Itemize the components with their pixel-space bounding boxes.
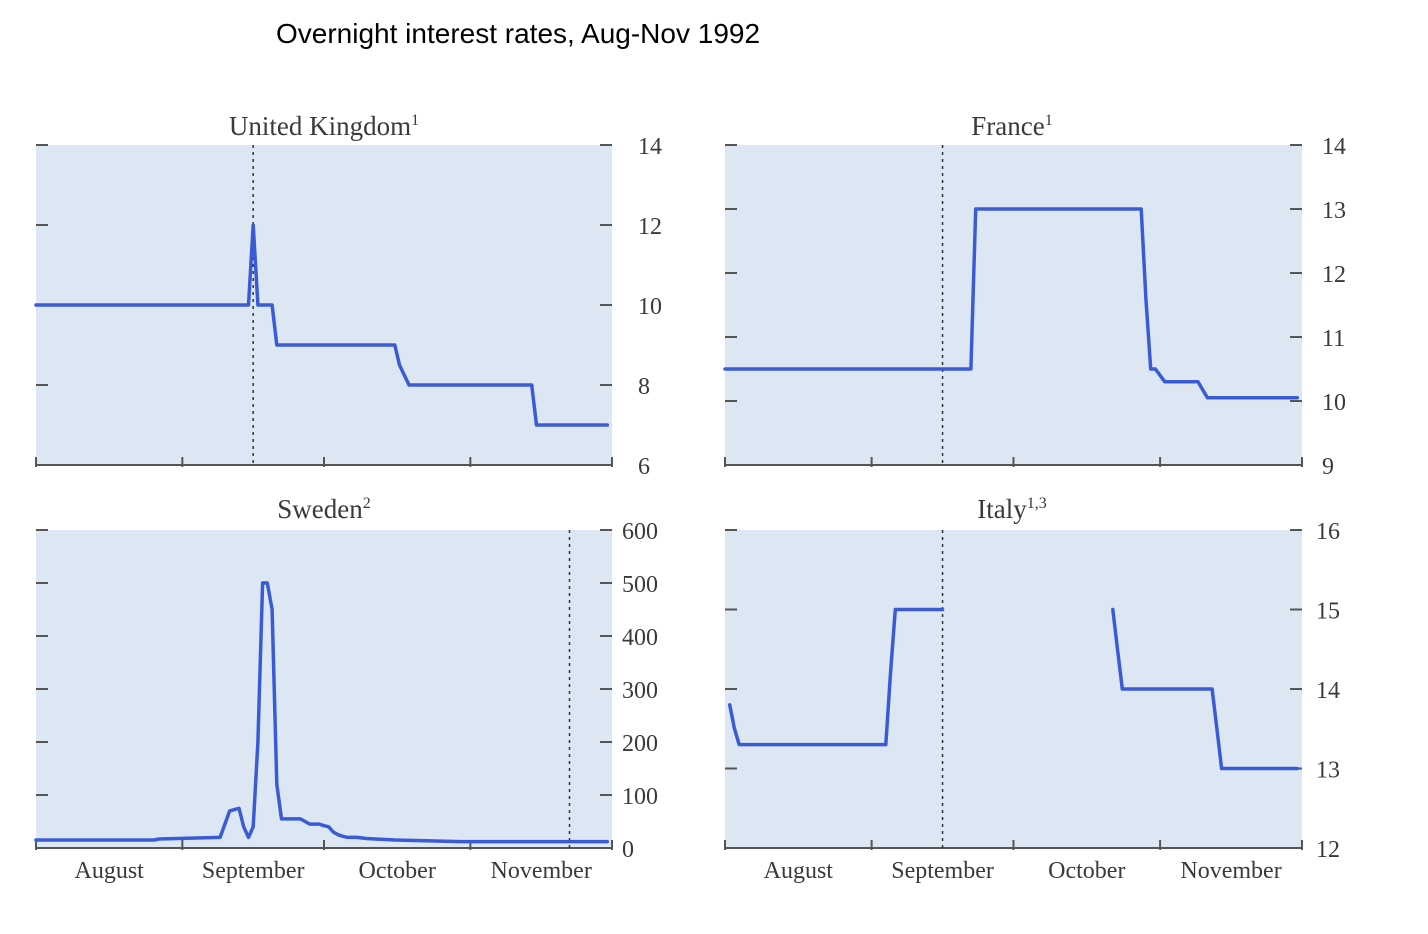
- france-title-text: France: [971, 111, 1044, 141]
- france-series-line: [723, 207, 1300, 400]
- sweden-title-text: Sweden: [277, 494, 363, 524]
- france-ytick-label: 9: [1322, 454, 1334, 480]
- france-ytick-label: 12: [1322, 262, 1346, 288]
- sweden-month-label: October: [359, 858, 436, 884]
- uk-ytick-label: 10: [638, 294, 662, 320]
- uk-title-footnote: 1: [411, 112, 419, 129]
- italy-title-text: Italy: [977, 494, 1027, 524]
- italy-plot-area: [725, 530, 1302, 848]
- uk-title: United Kingdom1: [229, 111, 419, 141]
- france-ytick-label: 11: [1322, 326, 1345, 352]
- italy-month-label: August: [764, 858, 834, 884]
- uk-title-text: United Kingdom: [229, 111, 411, 141]
- italy-series-line: [1111, 607, 1300, 771]
- sweden-month-label: September: [202, 858, 305, 884]
- france-ytick-label: 13: [1322, 198, 1346, 224]
- italy-title-footnote: 1,3: [1027, 495, 1047, 512]
- uk-ytick-label: 14: [638, 134, 662, 160]
- uk-ytick-label: 12: [638, 214, 662, 240]
- uk-ytick-label: 8: [638, 374, 650, 400]
- france-ytick-label: 14: [1322, 134, 1346, 160]
- italy-month-label: October: [1048, 858, 1125, 884]
- uk-ytick-label: 6: [638, 454, 650, 480]
- italy-ytick-label: 16: [1316, 519, 1340, 545]
- italy-series-line: [727, 607, 945, 747]
- sweden-month-label: November: [491, 858, 592, 884]
- sweden-ytick-label: 200: [622, 731, 658, 757]
- sweden-ytick-label: 500: [622, 572, 658, 598]
- italy-ytick-label: 15: [1316, 599, 1340, 625]
- sweden-ytick-label: 100: [622, 784, 658, 810]
- sweden-ytick-label: 400: [622, 625, 658, 651]
- italy-ytick-label: 14: [1316, 678, 1340, 704]
- sweden-title-footnote: 2: [363, 495, 371, 512]
- sweden-series-line: [34, 581, 610, 844]
- sweden-ytick-label: 600: [622, 519, 658, 545]
- france-ytick-label: 10: [1322, 390, 1346, 416]
- france-plot-area: [725, 145, 1302, 465]
- sweden-plot-area: [36, 530, 612, 848]
- sweden-ytick-label: 0: [622, 837, 634, 863]
- italy-month-label: September: [891, 858, 994, 884]
- france-chart: France1 9 10 11 12 13 14: [723, 111, 1346, 480]
- france-title: France1: [971, 111, 1052, 141]
- italy-title: Italy1,3: [977, 494, 1046, 524]
- sweden-chart: Sweden2 0 100 200 300 400 500 600 August Septembe…: [34, 494, 658, 884]
- sweden-month-label: August: [75, 858, 145, 884]
- france-title-footnote: 1: [1045, 112, 1053, 129]
- uk-series-line: [34, 223, 610, 427]
- sweden-title: Sweden2: [277, 494, 370, 524]
- italy-month-label: November: [1180, 858, 1281, 884]
- uk-chart: United Kingdom1 6 8 10 12 14: [34, 111, 662, 480]
- italy-ytick-label: 13: [1316, 758, 1340, 784]
- italy-ytick-label: 12: [1316, 837, 1340, 863]
- italy-chart: Italy1,3 12 13 14 15 16 August September October…: [724, 494, 1340, 884]
- page-title: Overnight interest rates, Aug-Nov 1992: [276, 18, 761, 49]
- sweden-ytick-label: 300: [622, 678, 658, 704]
